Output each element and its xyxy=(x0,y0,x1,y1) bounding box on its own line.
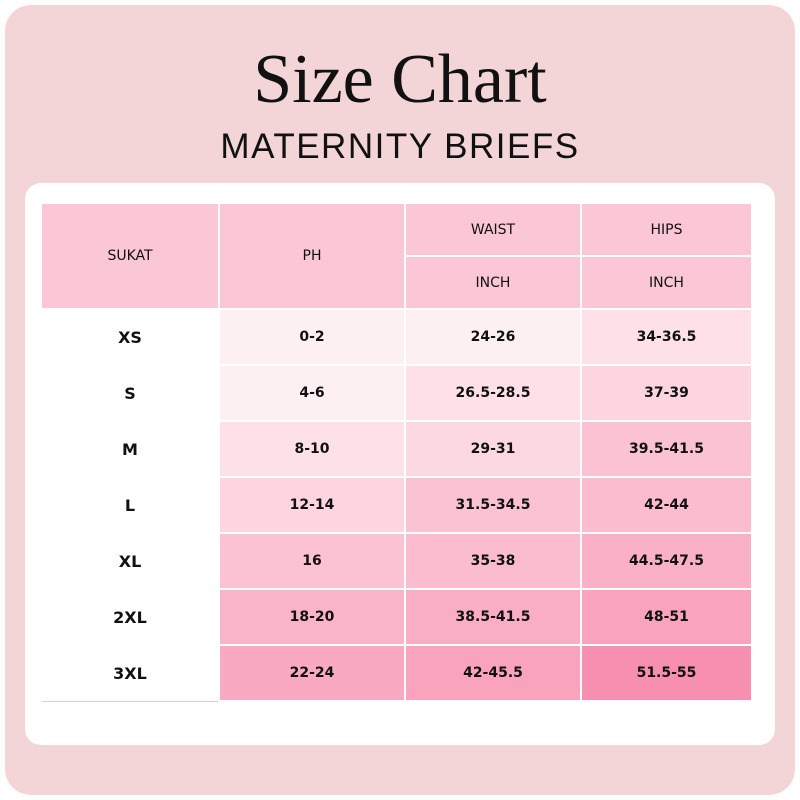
header-cell: HIPS xyxy=(580,202,753,257)
table-row: L 12-14 31.5-34.5 42-44 xyxy=(40,476,753,534)
table-row: 3XL 22-24 42-45.5 51.5-55 xyxy=(40,644,753,702)
value-cell: 38.5-41.5 xyxy=(404,588,582,646)
table-row: XL 16 35-38 44.5-47.5 xyxy=(40,532,753,590)
header-cell: PH xyxy=(218,202,406,310)
size-cell: 3XL xyxy=(40,644,220,702)
value-cell: 4-6 xyxy=(218,364,406,422)
size-table: SUKAT PH WAIST HIPS INCH INCH XS 0-2 24-26… xyxy=(40,202,753,702)
value-cell: 37-39 xyxy=(580,364,753,422)
table-row: S 4-6 26.5-28.5 37-39 xyxy=(40,364,753,422)
value-cell: 35-38 xyxy=(404,532,582,590)
size-cell: 2XL xyxy=(40,588,220,646)
value-cell: 39.5-41.5 xyxy=(580,420,753,478)
table-row: XS 0-2 24-26 34-36.5 xyxy=(40,308,753,366)
size-cell: XS xyxy=(40,308,220,366)
value-cell: 48-51 xyxy=(580,588,753,646)
value-cell: 31.5-34.5 xyxy=(404,476,582,534)
value-cell: 16 xyxy=(218,532,406,590)
table-row: M 8-10 29-31 39.5-41.5 xyxy=(40,420,753,478)
value-cell: 12-14 xyxy=(218,476,406,534)
value-cell: 22-24 xyxy=(218,644,406,702)
header-cell: SUKAT xyxy=(40,202,220,310)
value-cell: 51.5-55 xyxy=(580,644,753,702)
value-cell: 34-36.5 xyxy=(580,308,753,366)
size-cell: M xyxy=(40,420,220,478)
value-cell: 24-26 xyxy=(404,308,582,366)
value-cell: 8-10 xyxy=(218,420,406,478)
value-cell: 18-20 xyxy=(218,588,406,646)
value-cell: 26.5-28.5 xyxy=(404,364,582,422)
subtitle: MATERNITY BRIEFS xyxy=(220,127,580,166)
header-cell: WAIST xyxy=(404,202,582,257)
value-cell: 42-45.5 xyxy=(404,644,582,702)
subheader-cell: INCH xyxy=(404,255,582,310)
value-cell: 29-31 xyxy=(404,420,582,478)
subheader-cell: INCH xyxy=(580,255,753,310)
value-cell: 44.5-47.5 xyxy=(580,532,753,590)
value-cell: 0-2 xyxy=(218,308,406,366)
table-row: 2XL 18-20 38.5-41.5 48-51 xyxy=(40,588,753,646)
title: Size Chart xyxy=(253,41,547,118)
size-cell: L xyxy=(40,476,220,534)
size-cell: S xyxy=(40,364,220,422)
size-cell: XL xyxy=(40,532,220,590)
value-cell: 42-44 xyxy=(580,476,753,534)
